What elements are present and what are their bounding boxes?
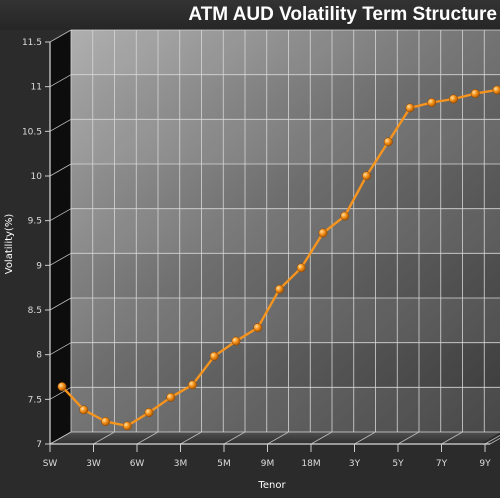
data-point: [296, 263, 306, 273]
plot-left-wall: [50, 30, 71, 444]
x-gridline-floor: [484, 434, 500, 445]
data-point: [427, 98, 437, 107]
y-tick-label: 11: [31, 83, 42, 93]
series-line: [61, 88, 500, 428]
data-point: [79, 405, 89, 415]
x-gridline-floor: [136, 431, 159, 445]
data-point: [470, 89, 480, 99]
x-gridline-floor: [180, 431, 202, 445]
y-tick-label: 7: [36, 440, 42, 450]
y-axis-title: Volatility(%): [4, 214, 15, 275]
x-gridline-floor: [93, 431, 115, 445]
y-tick-label: 9: [36, 261, 42, 271]
data-point: [57, 382, 67, 392]
data-point: [275, 284, 284, 294]
y-tick-label: 10: [31, 172, 43, 182]
data-point: [122, 421, 132, 431]
y-tick-label: 8: [36, 351, 42, 361]
x-gridline-floor: [354, 431, 376, 445]
plot-band: [71, 119, 500, 164]
x-gridline-floor: [267, 431, 289, 445]
y-tick-label: 9.5: [28, 217, 42, 227]
data-point: [362, 171, 371, 181]
data-point: [340, 211, 350, 221]
data-point: [405, 103, 415, 113]
y-tick-label: 8.5: [28, 306, 42, 316]
y-gridline-left: [49, 252, 72, 266]
x-tick-label: 5M: [217, 459, 231, 469]
x-tick-label: 3Y: [349, 459, 361, 469]
data-point: [101, 417, 110, 426]
x-gridline-floor: [397, 431, 420, 445]
plot-floor: [50, 432, 500, 444]
x-tick-label: 7Y: [436, 459, 448, 469]
y-gridline-left: [49, 163, 72, 177]
plot-band: [71, 387, 500, 432]
x-axis-end: [489, 437, 500, 445]
y-gridline-left: [49, 342, 72, 356]
y-tick-label: 7.5: [28, 395, 42, 405]
y-tick-label: 10.5: [22, 127, 42, 137]
plot-band: [71, 208, 500, 254]
y-tick-label: 11.5: [22, 38, 42, 48]
data-point: [383, 137, 393, 147]
data-point: [449, 94, 458, 104]
data-point: [209, 351, 219, 361]
x-tick-label: SW: [43, 459, 58, 469]
data-point: [492, 85, 500, 95]
x-tick-label: 3M: [174, 459, 188, 469]
data-point: [188, 380, 197, 390]
x-axis-title: Tenor: [257, 480, 286, 491]
y-gridline-left: [49, 386, 72, 400]
plot-band: [71, 30, 500, 75]
x-gridline-floor: [49, 431, 72, 445]
y-gridline-left: [49, 208, 72, 222]
y-gridline-left: [49, 297, 72, 311]
x-gridline-floor: [223, 431, 246, 445]
x-gridline-floor: [441, 431, 463, 445]
y-gridline-left: [49, 118, 72, 132]
plot-band: [71, 298, 500, 343]
y-gridline-left: [49, 29, 72, 43]
data-point: [166, 392, 176, 402]
chart-title: ATM AUD Volatility Term Structure: [188, 4, 497, 25]
title-bar: ATM AUD Volatility Term Structure: [0, 0, 500, 30]
data-point: [253, 323, 263, 333]
x-tick-label: 9M: [261, 459, 275, 469]
x-tick-label: 3W: [86, 459, 101, 469]
data-point: [231, 336, 241, 346]
data-point: [318, 228, 328, 238]
data-point: [144, 408, 154, 417]
x-tick-label: 9Y: [479, 459, 491, 469]
x-tick-label: 6W: [130, 459, 145, 469]
x-gridline-floor: [310, 431, 333, 445]
x-tick-label: 5Y: [392, 459, 404, 469]
y-gridline-left: [49, 74, 72, 88]
x-tick-label: 18M: [301, 459, 320, 469]
plot-back-wall: [71, 30, 500, 432]
